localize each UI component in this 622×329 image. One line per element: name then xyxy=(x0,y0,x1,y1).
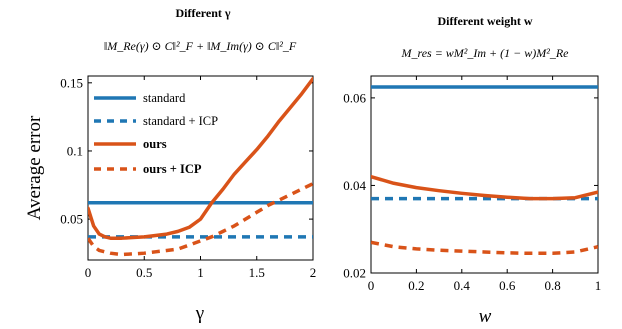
left-y-axis-label: Average error xyxy=(24,115,45,220)
left-series-ours xyxy=(88,76,313,240)
right-x-tick-label: 0 xyxy=(368,278,375,293)
left-chart-formula: ‖M_Re(γ) ⊙ C‖²_F + ‖M_Im(γ) ⊙ C‖²_F xyxy=(104,39,297,53)
left-x-tick-label: 2 xyxy=(310,265,317,280)
left-y-tick-label: 0.1 xyxy=(67,143,83,158)
left-x-tick-label: 1 xyxy=(197,265,204,280)
left-series-group xyxy=(88,76,313,257)
right-x-tick-label: 0.4 xyxy=(454,278,471,293)
left-y-tick-label: 0.05 xyxy=(60,212,83,227)
right-chart-title: Different weight w xyxy=(437,14,532,28)
left-x-tick-label: 1.5 xyxy=(249,265,265,280)
legend-label-standard: standard xyxy=(143,91,186,105)
left-plot: 0 0.5 1 1.5 2 0.05 0.1 0.15 xyxy=(60,75,316,280)
right-series-ours xyxy=(371,174,598,201)
left-y-tick-label: 0.15 xyxy=(60,75,83,90)
right-x-tick-label: 1 xyxy=(595,278,602,293)
right-y-tick-label: 0.06 xyxy=(343,90,366,105)
left-chart-title: Different γ xyxy=(175,6,230,20)
right-axes-frame xyxy=(370,75,599,274)
right-series-ours-icp xyxy=(371,240,598,256)
left-x-axis-label: γ xyxy=(195,303,204,324)
right-chart-formula: M_res = wM²_Im + (1 − w)M²_Re xyxy=(400,46,569,60)
right-series-group xyxy=(371,85,598,256)
right-x-tick-label: 0.2 xyxy=(408,278,424,293)
right-plot: 0 0.2 0.4 0.6 0.8 1 0.02 0.04 0.06 xyxy=(343,75,602,293)
left-x-tick-label: 0.5 xyxy=(136,265,152,280)
legend-label-standard-icp: standard + ICP xyxy=(143,114,218,128)
right-y-tick-label: 0.04 xyxy=(343,178,366,193)
left-x-tick-label: 0 xyxy=(85,265,92,280)
legend-label-ours: ours xyxy=(143,137,167,151)
legend-label-ours-icp: ours + ICP xyxy=(143,162,202,176)
left-series-ours-icp xyxy=(88,182,313,257)
right-x-tick-label: 0.6 xyxy=(499,278,516,293)
legend: standard standard + ICP ours ours + ICP xyxy=(94,91,218,176)
right-x-axis-label: w xyxy=(479,306,492,327)
right-y-tick-label: 0.02 xyxy=(343,266,366,281)
right-x-tick-label: 0.8 xyxy=(544,278,560,293)
